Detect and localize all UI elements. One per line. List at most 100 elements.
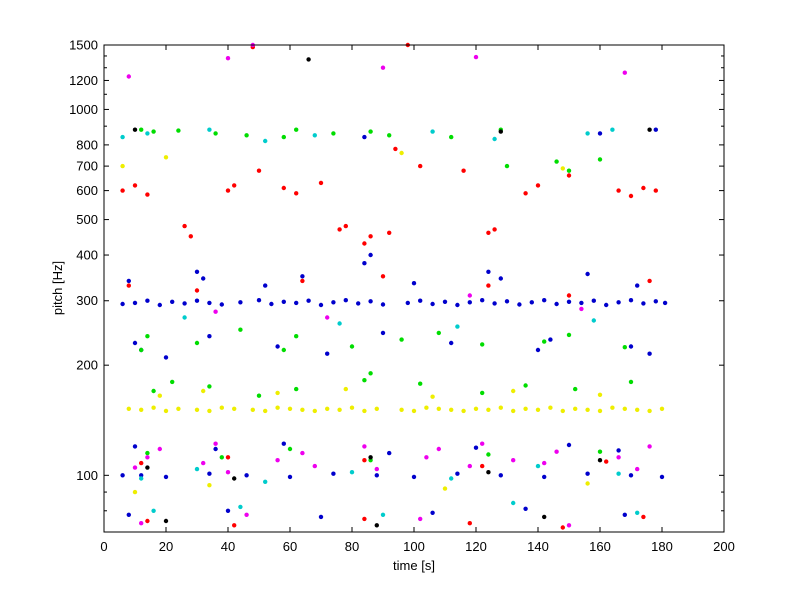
data-point [566,293,572,298]
data-point [362,378,367,383]
data-point [424,405,429,410]
data-point [542,474,547,480]
data-point [281,347,286,353]
data-point [207,471,212,476]
data-point [573,406,578,411]
data-point [126,512,131,517]
data-point [294,191,299,196]
y-tick-label: 1200 [69,73,98,88]
data-point [325,315,330,320]
x-tick-label: 20 [159,539,173,554]
data-point [207,483,212,488]
data-point [659,474,665,480]
data-point [213,309,218,314]
y-tick-label: 300 [76,293,98,308]
data-point [331,300,336,305]
data-point [380,512,386,517]
data-point [405,300,410,306]
data-point [641,514,646,520]
data-point [486,407,491,412]
data-point [139,460,144,466]
data-point [151,388,156,394]
data-point [511,408,516,414]
data-point [523,383,528,388]
data-point [628,193,634,199]
data-point [225,470,231,475]
data-point [145,455,150,460]
data-point [368,371,373,376]
data-point [194,288,200,293]
data-point [436,406,441,411]
data-point [498,473,503,478]
data-point [145,450,150,456]
data-point [362,408,367,414]
data-point [145,465,150,470]
data-point [132,444,138,449]
data-point [504,299,510,304]
data-point [349,470,355,475]
data-point [622,345,627,350]
data-point [368,252,373,258]
data-point [362,261,367,266]
data-point [256,298,262,303]
data-point [287,446,293,452]
data-point [610,127,615,132]
y-tick-label: 200 [76,358,98,373]
data-point [300,450,305,456]
data-point [647,351,652,356]
data-point [331,471,336,476]
data-point [597,458,603,463]
data-point [597,449,603,454]
data-point [424,455,429,460]
x-tick-label: 40 [221,539,235,554]
data-point [579,300,584,306]
data-point [157,446,162,452]
data-point [318,180,324,186]
data-point [331,131,336,136]
data-point [591,318,596,323]
data-point [579,306,584,312]
data-point [635,283,640,288]
data-point [151,129,156,134]
data-point [300,407,305,412]
data-point [374,466,379,472]
data-point [300,278,305,284]
data-point [225,56,231,61]
data-point [473,54,479,60]
data-point [449,340,454,346]
data-point [597,408,603,414]
x-tick-label: 180 [651,539,673,554]
data-point [207,334,212,339]
data-point [467,300,472,305]
data-point [145,192,150,197]
data-point [244,133,249,138]
y-tick-label: 600 [76,183,98,198]
data-point [442,299,448,304]
y-tick-label: 1500 [69,38,98,53]
data-point [281,185,286,191]
data-point [163,474,169,480]
data-point [194,340,200,346]
data-point [232,523,237,528]
data-point [511,458,516,463]
data-point [163,355,169,360]
data-point [238,504,243,510]
data-point [182,315,187,320]
data-point [368,129,373,134]
data-point [263,479,268,484]
data-point [436,446,441,452]
data-point [529,300,534,305]
data-point [604,459,609,464]
data-point [325,351,330,356]
x-tick-label: 100 [403,539,425,554]
data-point [362,458,367,463]
data-point [306,298,311,303]
data-point [616,455,621,460]
data-point [132,465,138,470]
data-point [430,129,435,134]
data-point [349,405,355,410]
data-point [126,406,131,411]
data-point [604,302,609,308]
data-point [535,407,541,412]
x-tick-label: 200 [713,539,735,554]
